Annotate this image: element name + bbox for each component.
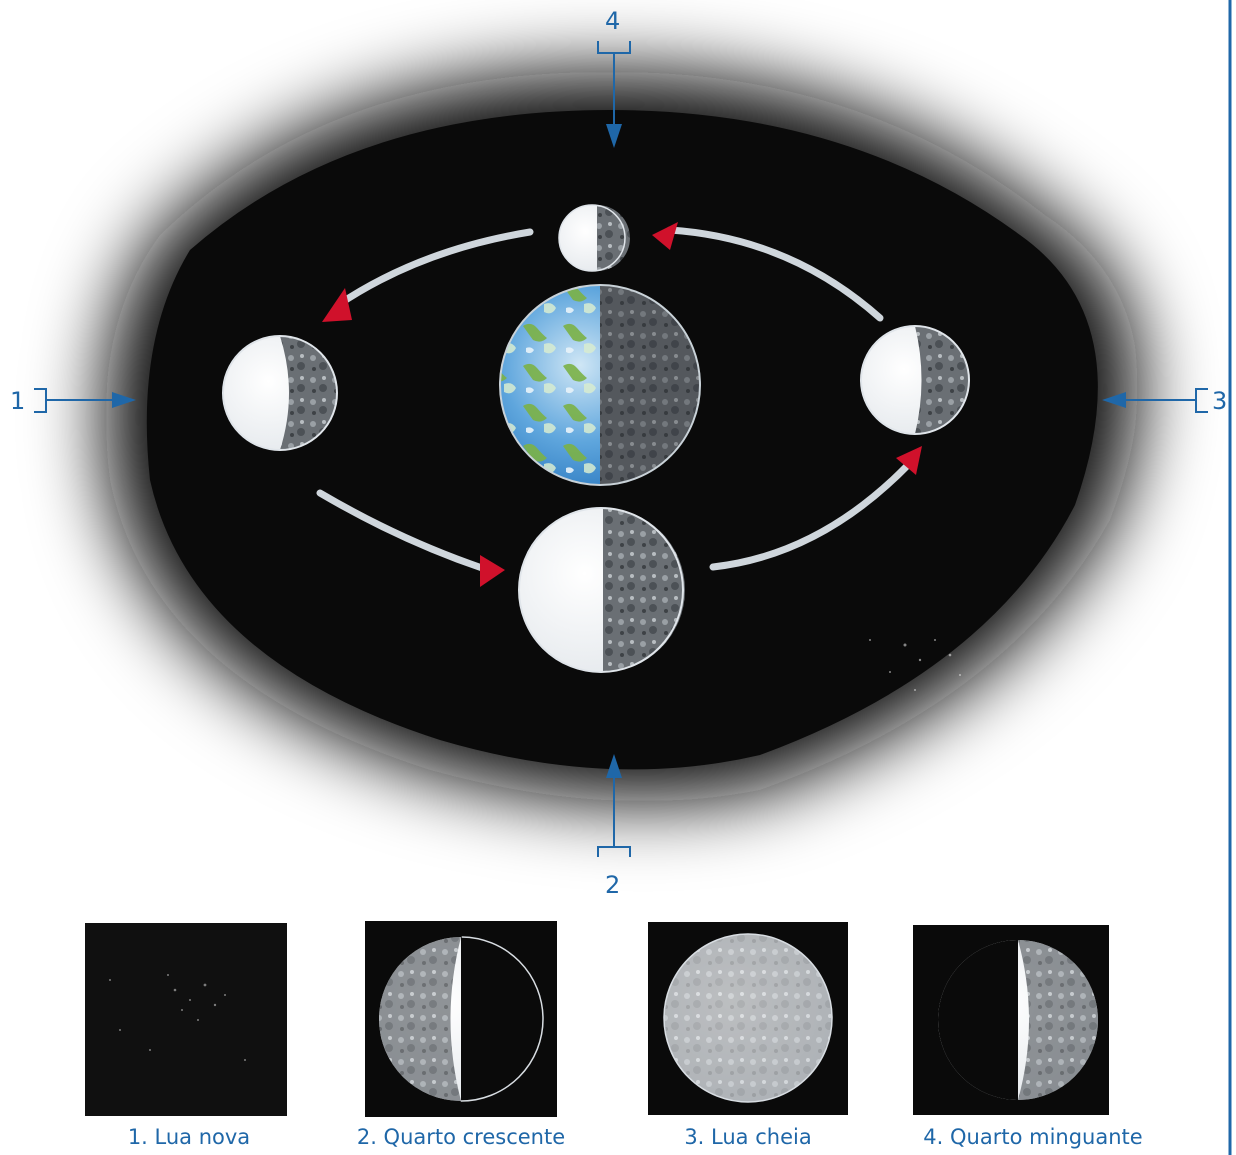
pointer-3 — [1126, 388, 1208, 413]
orbit-arc-bottom-right — [709, 461, 912, 571]
pointer-arrowhead — [1102, 392, 1126, 408]
pointer-arrowhead — [606, 124, 622, 148]
arrowhead-icon — [896, 446, 922, 475]
caption-full-moon: 3. Lua cheia — [684, 1125, 812, 1149]
orbit-arc-bottom-left — [316, 489, 486, 572]
phase-view-new-moon — [85, 923, 287, 1116]
moon-icon — [222, 335, 338, 451]
orbit-arc-top-right — [666, 226, 884, 322]
pointer-label-3: 3 — [1212, 387, 1227, 415]
arrowhead-icon — [480, 555, 505, 587]
phase-view-last-quarter — [913, 925, 1109, 1115]
moon-icon — [558, 204, 630, 272]
caption-new-moon: 1. Lua nova — [127, 1125, 251, 1149]
pointer-1 — [34, 388, 112, 413]
orbit-arc-top-left — [334, 228, 534, 309]
caption-first-quarter: 2. Quarto crescente — [356, 1125, 566, 1149]
pointer-arrowhead — [606, 754, 622, 778]
moon-icon — [518, 507, 685, 673]
phase-view-first-quarter — [365, 921, 557, 1117]
earth-icon — [499, 284, 701, 486]
pointer-label-4: 4 — [605, 7, 620, 35]
pointer-4 — [597, 41, 631, 124]
moon-icon — [860, 325, 970, 435]
orbit-path — [316, 226, 912, 572]
pointer-label-2: 2 — [605, 871, 620, 899]
arrowheads — [322, 222, 922, 587]
pointer-arrowhead — [112, 392, 136, 408]
star-speckles — [869, 639, 961, 691]
arrowhead-icon — [652, 222, 678, 250]
caption-last-quarter: 4. Quarto minguante — [923, 1125, 1143, 1149]
pointer-label-1: 1 — [10, 387, 25, 415]
phase-view-full-moon — [648, 922, 848, 1115]
pointer-2 — [597, 777, 631, 857]
arrowhead-icon — [322, 288, 352, 322]
